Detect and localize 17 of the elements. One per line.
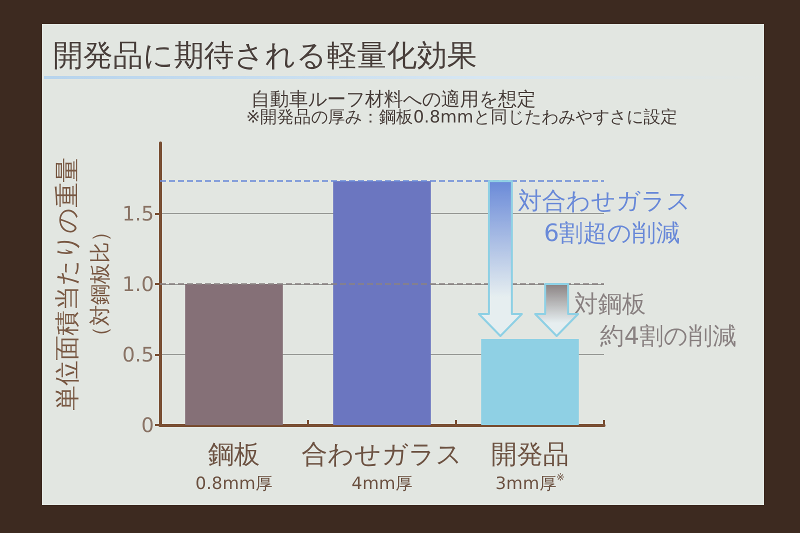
annotation: 約4割の削減 <box>600 322 736 350</box>
annotation: 対合わせガラス <box>518 187 691 216</box>
y-tick-label: 1.0 <box>122 272 154 296</box>
bar <box>333 181 431 425</box>
annotation: 対鋼板 <box>574 290 646 318</box>
x-tick-label: 開発品 3mm厚※ <box>491 440 569 494</box>
x-tick-label: 合わせガラス 4mm厚 <box>302 440 462 494</box>
chart-title: 開発品に期待される軽量化効果 <box>53 38 477 74</box>
annotation: 6割超の削減 <box>544 219 680 248</box>
bar <box>481 338 579 425</box>
x-tick-label: 鋼板 0.8mm厚 <box>195 440 273 494</box>
y-tick-label: 0 <box>141 413 154 437</box>
bar <box>185 284 283 425</box>
text: ※開発品の厚み：鋼板0.8mmと同じたわみやすさに設定 <box>246 108 678 128</box>
y-axis-title: 単位面積当たりの重量（対鋼板比） <box>52 158 112 410</box>
y-tick-label: 0.5 <box>122 342 154 366</box>
y-tick-label: 1.5 <box>122 202 154 226</box>
